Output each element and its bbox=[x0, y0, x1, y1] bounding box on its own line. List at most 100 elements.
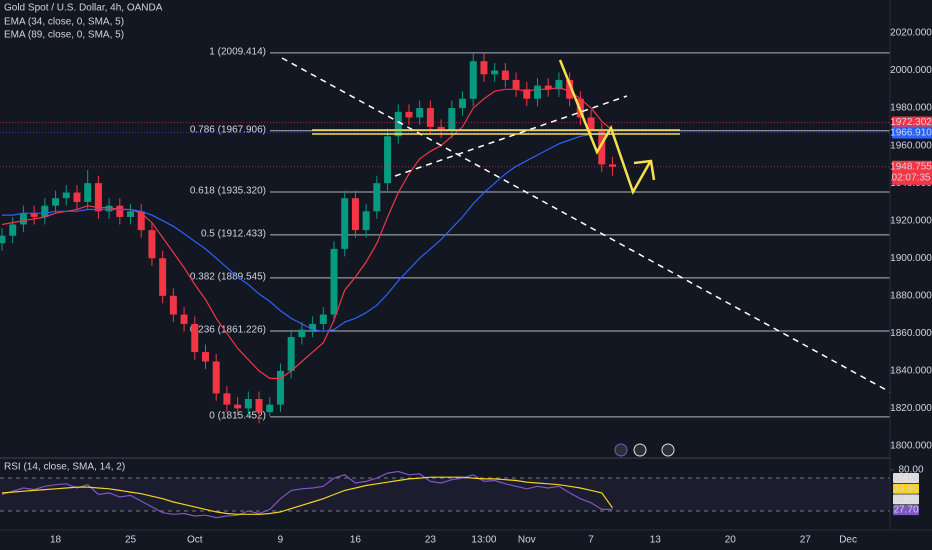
candle-body bbox=[180, 314, 188, 324]
candle-body bbox=[469, 61, 477, 99]
axis-labels: 18 25 Oct 9 16 23 13:00 Nov 7 13 20 27 Dec 1800.000 18… bbox=[50, 28, 932, 546]
candle-body bbox=[169, 295, 177, 315]
x-tick-label: 20 bbox=[725, 535, 737, 546]
candle-body bbox=[276, 370, 284, 405]
x-tick-label: Oct bbox=[187, 535, 203, 546]
candle-body bbox=[0, 235, 6, 244]
rsi-badge-label: 32.15 bbox=[893, 494, 918, 505]
price-badge bbox=[892, 116, 932, 129]
candle-body bbox=[212, 361, 220, 394]
countdown: 02:07:35 bbox=[892, 172, 931, 183]
fib-label: 1 (2009.414) bbox=[209, 47, 266, 58]
candle-body bbox=[9, 224, 17, 236]
candle-body bbox=[94, 183, 102, 212]
candle-body bbox=[73, 192, 81, 202]
trend-line bbox=[281, 57, 891, 393]
legend-entry: EMA (89, close, 0, SMA, 5) bbox=[4, 30, 124, 41]
candle-body bbox=[341, 198, 349, 249]
candle-body bbox=[137, 211, 145, 231]
x-tick-label: 16 bbox=[350, 535, 362, 546]
candle-body bbox=[330, 248, 338, 315]
rsi-line bbox=[1, 470, 613, 519]
candle-body bbox=[148, 230, 156, 259]
event-icon[interactable] bbox=[661, 443, 675, 457]
candle-body bbox=[587, 117, 595, 131]
rsi-badge bbox=[893, 473, 919, 483]
candle-body bbox=[566, 79, 574, 99]
candle-body bbox=[351, 198, 359, 231]
projection-path bbox=[558, 59, 652, 196]
y-tick-label: 2020.000 bbox=[890, 28, 932, 39]
rsi-line bbox=[1, 476, 613, 515]
candle-body bbox=[384, 136, 392, 184]
candle-body bbox=[223, 393, 231, 405]
x-tick-label: 27 bbox=[800, 535, 812, 546]
candle-body bbox=[319, 314, 327, 324]
fib-label: 0.786 (1967.906) bbox=[190, 124, 266, 135]
fib-label: 0.236 (1861.226) bbox=[190, 325, 266, 336]
candle-body bbox=[373, 183, 381, 212]
price-badge-label: 1948.755 bbox=[890, 161, 932, 172]
candle-body bbox=[52, 198, 60, 206]
candle-body bbox=[234, 404, 242, 409]
candle-body bbox=[459, 98, 467, 109]
pane-title: RSI (14, close, SMA, 14, 2) bbox=[4, 462, 125, 473]
x-tick-label: 23 bbox=[425, 535, 437, 546]
rsi-badge bbox=[893, 483, 919, 494]
candle-body bbox=[62, 192, 70, 199]
event-icon[interactable] bbox=[614, 443, 628, 457]
y-tick-label: 1980.000 bbox=[890, 103, 932, 114]
ema-line bbox=[2, 133, 613, 333]
candle-body bbox=[255, 399, 263, 413]
y-tick-label: 1800.000 bbox=[890, 441, 932, 452]
x-tick-label: 13 bbox=[650, 535, 662, 546]
candle-body bbox=[201, 352, 209, 362]
candle-body bbox=[394, 111, 402, 137]
event-icon[interactable] bbox=[633, 443, 647, 457]
candle-body bbox=[266, 404, 274, 413]
candle-body bbox=[555, 79, 563, 90]
candle-body bbox=[405, 111, 413, 118]
rsi-badge-label: 62.08 bbox=[893, 473, 918, 484]
rsi-badge-label: 33.90 bbox=[893, 483, 918, 494]
y-tick-label: 2000.000 bbox=[890, 65, 932, 76]
rsi-band-fill bbox=[0, 478, 890, 512]
candle-body bbox=[30, 213, 38, 217]
x-tick-label: Dec bbox=[839, 535, 857, 546]
x-tick-label: Nov bbox=[518, 535, 536, 546]
price-badge bbox=[892, 126, 932, 139]
candle-body bbox=[512, 79, 520, 90]
rsi-badge bbox=[893, 494, 919, 505]
candle-body bbox=[116, 205, 124, 217]
x-tick-label: 18 bbox=[50, 535, 62, 546]
candle-body bbox=[480, 61, 488, 75]
chart-title: Gold Spot / U.S. Dollar, 4h, OANDA bbox=[4, 3, 163, 14]
candle-body bbox=[298, 329, 306, 338]
candle-body bbox=[416, 108, 424, 118]
price-badge-label: 1966.910 bbox=[890, 127, 932, 138]
candle-body bbox=[437, 126, 445, 131]
rsi-badge bbox=[893, 505, 919, 516]
x-tick-label: 9 bbox=[278, 535, 284, 546]
candle-body bbox=[523, 89, 531, 99]
plot: 1 (2009.414) 0.786 (1967.906) 0.618 (1935.… bbox=[0, 47, 890, 519]
fib-label: 0.5 (1912.433) bbox=[201, 229, 266, 240]
candle-body bbox=[159, 258, 167, 296]
legend-entry: EMA (34, close, 0, SMA, 5) bbox=[4, 17, 124, 28]
candle-body bbox=[84, 183, 92, 202]
candle-body bbox=[491, 70, 499, 75]
x-tick-label: 25 bbox=[125, 535, 137, 546]
y-tick-label: 1880.000 bbox=[890, 290, 932, 301]
candle-body bbox=[448, 108, 456, 131]
candle-body bbox=[608, 164, 616, 167]
fib-label: 0 (1815.452) bbox=[209, 411, 266, 422]
x-tick-label: 7 bbox=[588, 535, 594, 546]
y-tick-label: 1840.000 bbox=[890, 365, 932, 376]
drawings bbox=[281, 57, 891, 457]
ema-line bbox=[1, 86, 613, 379]
y-tick-label: 1920.000 bbox=[890, 215, 932, 226]
rsi-badge-label: 27.70 bbox=[893, 505, 918, 516]
y-tick-label: 1820.000 bbox=[890, 403, 932, 414]
